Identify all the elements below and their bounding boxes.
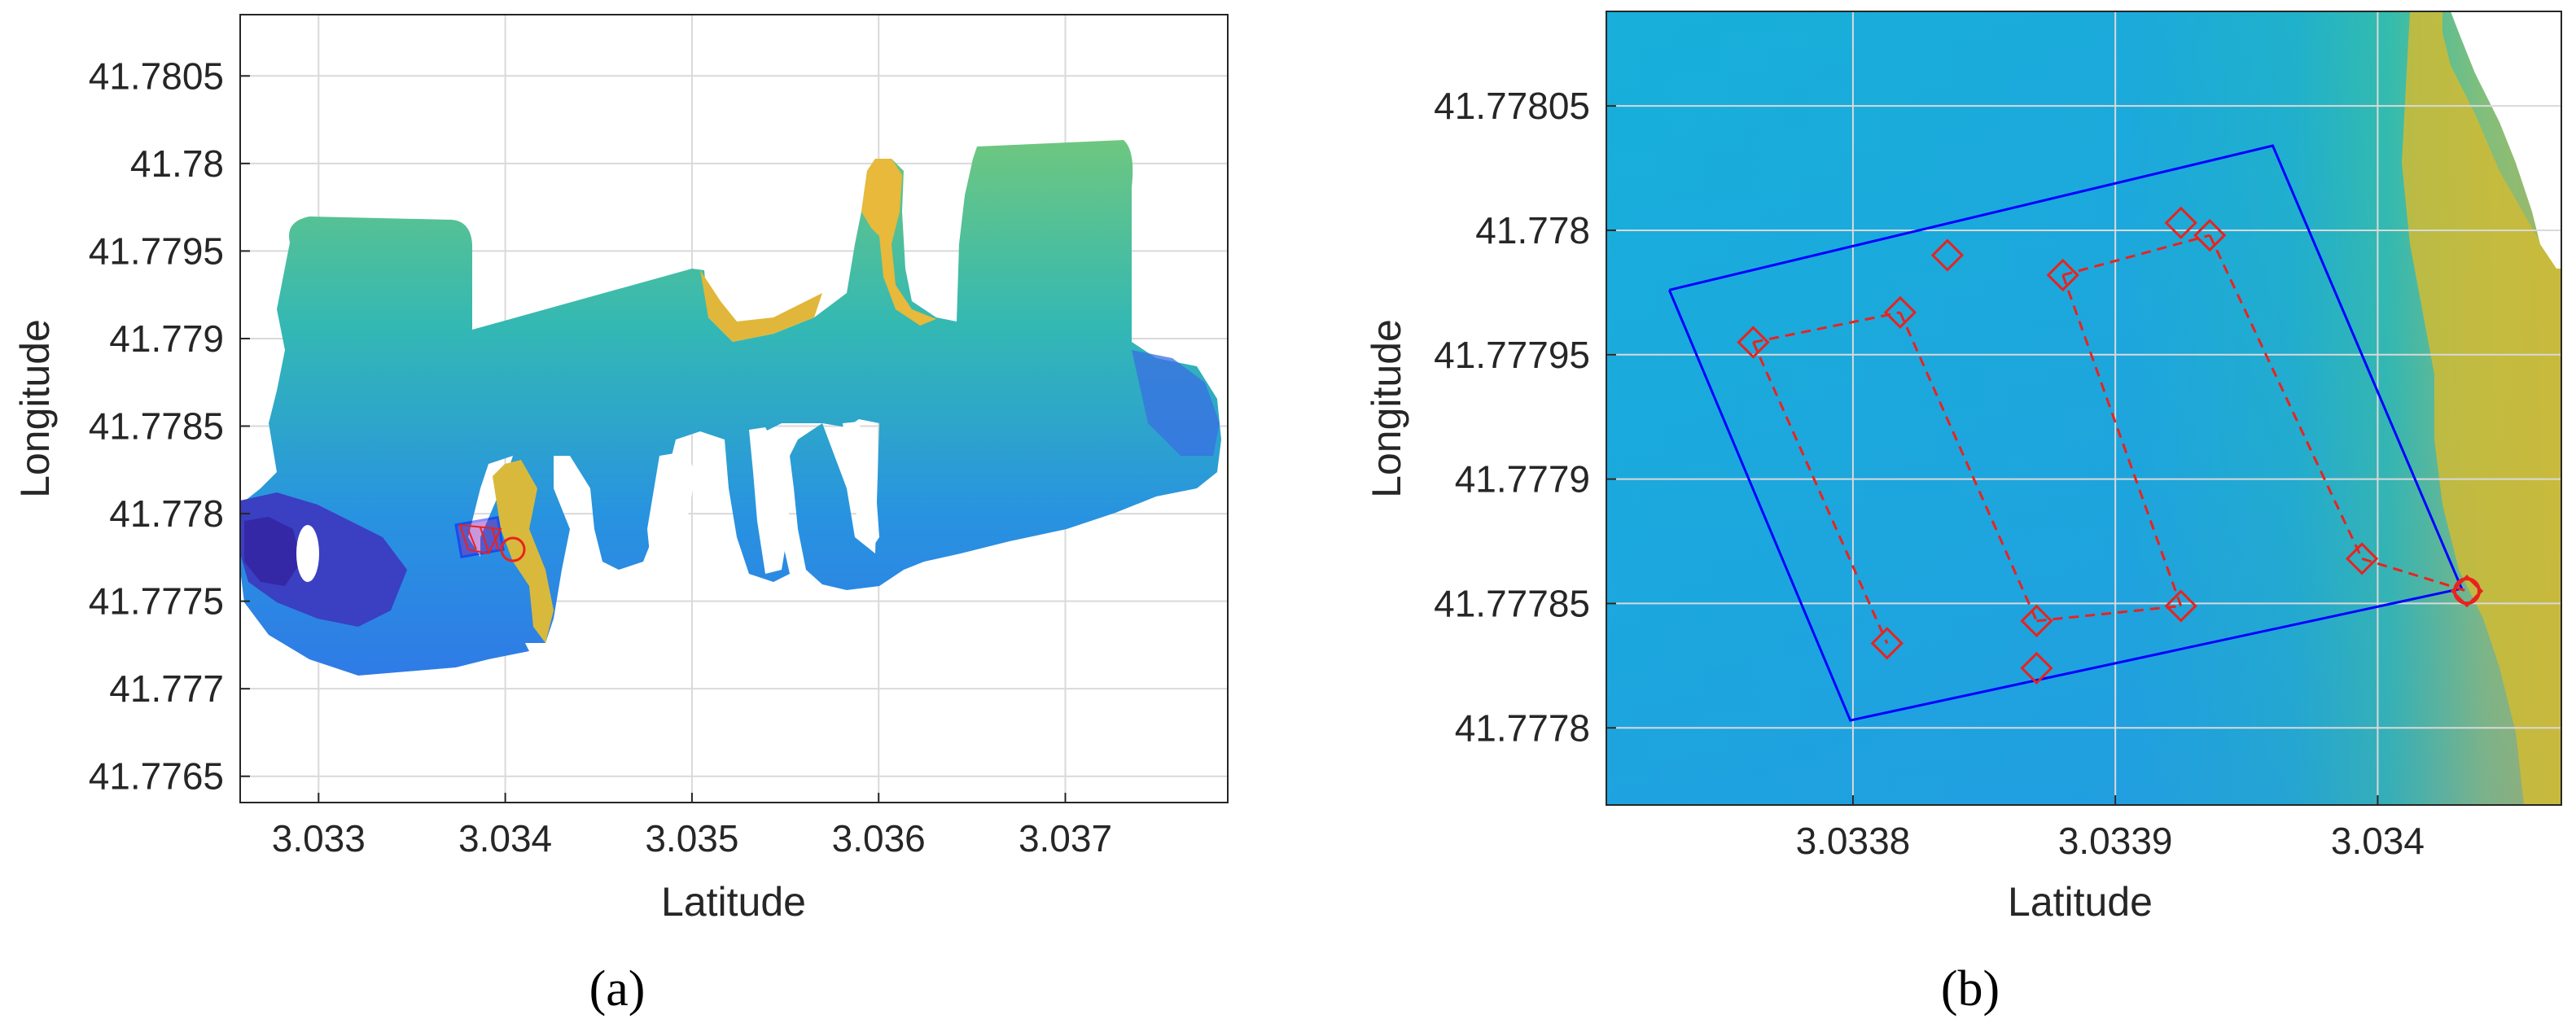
panel-b: 41.7778 41.77785 41.7779 41.77795 41.778 41.7… <box>1364 11 2562 1017</box>
panel-b-xticks: 3.0338 3.0339 3.034 <box>1796 795 2425 862</box>
panel-b-bathymetry <box>1606 11 2561 805</box>
y-tick-label: 41.77795 <box>1434 334 1590 376</box>
bathymetry-deep-east <box>1132 350 1220 456</box>
y-tick-label: 41.7765 <box>89 755 224 798</box>
x-tick-label: 3.0339 <box>2058 820 2173 862</box>
shallow-shoreline-edge <box>2451 11 2561 269</box>
waypoint-diamond-marker <box>2164 206 2197 239</box>
waypoint-diamond-marker <box>1883 295 1917 329</box>
survey-path-segment <box>1752 341 1889 644</box>
panel-a: 41.7765 41.777 41.7775 41.778 41.7785 41.779 4… <box>12 14 1229 1017</box>
panel-a-bathymetry <box>240 140 1221 676</box>
waypoint-diamond-marker <box>1930 238 1965 272</box>
x-tick-label: 3.036 <box>832 817 926 860</box>
y-tick-label: 41.779 <box>109 317 224 360</box>
panel-b-ylabel: Longitude <box>1364 319 1409 498</box>
panel-a-ylabel: Longitude <box>12 319 58 498</box>
x-tick-label: 3.034 <box>458 817 552 860</box>
shallow-fringe-spit <box>861 159 936 326</box>
survey-path-segment <box>1899 312 2038 622</box>
shallow-shoreline <box>2402 11 2561 805</box>
y-tick-label: 41.7775 <box>89 580 224 623</box>
y-tick-label: 41.7779 <box>1455 458 1590 501</box>
waypoint-diamond-marker <box>2020 651 2053 685</box>
waypoint-diamond-marker <box>2193 218 2227 252</box>
panel-a-xlabel: Latitude <box>661 879 806 925</box>
y-tick-label: 41.778 <box>109 492 224 535</box>
y-tick-label: 41.7805 <box>89 55 224 97</box>
panel-b-grid <box>1606 11 2561 805</box>
survey-path-overlay <box>458 523 502 555</box>
survey-path-segment <box>2062 234 2210 277</box>
survey-path-segment <box>2361 557 2468 593</box>
panel-b-label: (b) <box>1941 961 2000 1017</box>
y-tick-label: 41.778 <box>1475 209 1590 252</box>
panel-a-yticks: 41.7765 41.777 41.7775 41.778 41.7785 41.779 4… <box>89 55 250 798</box>
y-tick-label: 41.777 <box>109 667 224 710</box>
panel-b-xlabel: Latitude <box>2008 879 2153 925</box>
waypoint-diamond-marker <box>2164 589 2197 623</box>
survey-path-segment <box>2036 604 2181 623</box>
y-tick-label: 41.7785 <box>89 405 224 448</box>
survey-path-segment <box>1753 311 1901 343</box>
x-tick-label: 3.035 <box>645 817 738 860</box>
channel-gap-1 <box>647 452 696 570</box>
y-tick-label: 41.78 <box>130 142 224 185</box>
survey-path <box>1752 234 2468 644</box>
panel-a-axes-frame <box>239 14 1229 803</box>
end-circle-marker <box>2452 577 2481 606</box>
waypoint-diamond-marker <box>2345 542 2379 575</box>
bathymetry-deepest-west <box>244 517 301 586</box>
panel-a-xticks: 3.033 3.034 3.035 3.036 3.037 <box>272 793 1112 860</box>
survey-path-segment <box>2061 274 2183 606</box>
y-tick-label: 41.77785 <box>1434 582 1590 624</box>
waypoint-diamond-marker <box>2046 258 2079 292</box>
survey-end-marker <box>500 536 526 562</box>
island <box>296 525 319 582</box>
panel-b-yticks: 41.7778 41.77785 41.7779 41.77795 41.778 41.7… <box>1434 85 1616 749</box>
x-tick-label: 3.0338 <box>1796 820 1911 862</box>
y-tick-label: 41.77805 <box>1434 85 1590 127</box>
shallow-fringe-north <box>700 270 822 342</box>
survey-waypoints <box>1737 206 2484 685</box>
survey-path-segment <box>2208 234 2364 560</box>
y-tick-label: 41.7778 <box>1455 706 1590 749</box>
channel-gap-3 <box>843 422 879 549</box>
waypoint-diamond-marker <box>1737 326 1770 359</box>
x-tick-label: 3.033 <box>272 817 366 860</box>
waypoint-diamond-marker <box>1870 627 1904 660</box>
bathymetry-shading <box>1606 11 2561 805</box>
waypoint-diamond-marker <box>2020 604 2053 637</box>
panel-a-label: (a) <box>589 961 646 1017</box>
x-tick-label: 3.037 <box>1019 817 1112 860</box>
channel-gap-2 <box>749 427 790 574</box>
panel-b-axes-frame <box>1606 11 2562 806</box>
x-tick-label: 3.034 <box>2331 820 2425 862</box>
y-tick-label: 41.7795 <box>89 230 224 272</box>
